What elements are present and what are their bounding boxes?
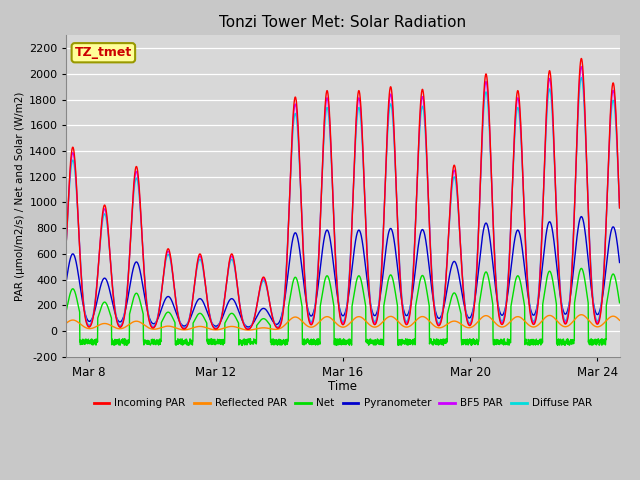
BF5 PAR [53, 325, 61, 331]
Line: Pyranometer: Pyranometer [57, 216, 629, 327]
X-axis label: Time: Time [328, 380, 358, 393]
BF5 PAR [108, 282, 116, 288]
Reflected PAR [244, 327, 252, 333]
Reflected PAR [551, 316, 559, 322]
Diffuse PAR [260, 279, 268, 285]
BF5 PAR [260, 277, 268, 283]
Diffuse PAR [53, 324, 61, 330]
Incoming PAR [577, 56, 585, 61]
BF5 PAR [244, 326, 252, 332]
Incoming PAR [143, 302, 150, 308]
Diffuse PAR [180, 325, 188, 331]
Net [577, 265, 585, 271]
Net [120, 342, 128, 348]
BF5 PAR [551, 174, 559, 180]
Reflected PAR [260, 325, 268, 331]
Net [260, 316, 268, 322]
Net [551, 293, 559, 299]
Y-axis label: PAR (μmol/m2/s) / Net and Solar (W/m2): PAR (μmol/m2/s) / Net and Solar (W/m2) [15, 91, 25, 301]
Net [180, 341, 188, 347]
Diffuse PAR [362, 209, 369, 215]
Incoming PAR [362, 209, 369, 215]
Diffuse PAR [143, 299, 150, 304]
Pyranometer [108, 299, 116, 305]
Net [108, 336, 116, 342]
Reflected PAR [180, 327, 188, 333]
Incoming PAR [108, 283, 116, 288]
Reflected PAR [625, 326, 633, 332]
Incoming PAR [180, 326, 188, 332]
Reflected PAR [143, 324, 150, 330]
Diffuse PAR [577, 75, 585, 81]
BF5 PAR [577, 64, 585, 70]
Diffuse PAR [625, 323, 633, 328]
Net [53, 336, 61, 342]
Line: Net: Net [57, 268, 629, 345]
Incoming PAR [551, 174, 559, 180]
Net [143, 341, 151, 347]
Diffuse PAR [551, 176, 559, 182]
Pyranometer [180, 323, 188, 329]
Net [625, 340, 633, 346]
Incoming PAR [53, 326, 61, 332]
Incoming PAR [260, 276, 268, 281]
Diffuse PAR [108, 281, 116, 287]
Legend: Incoming PAR, Reflected PAR, Net, Pyranometer, BF5 PAR, Diffuse PAR: Incoming PAR, Reflected PAR, Net, Pyrano… [90, 394, 596, 413]
Line: Incoming PAR: Incoming PAR [57, 59, 629, 329]
Incoming PAR [625, 324, 633, 330]
Pyranometer [143, 305, 150, 311]
Pyranometer [551, 248, 559, 254]
Incoming PAR [244, 326, 252, 332]
Net [362, 301, 369, 307]
BF5 PAR [362, 208, 369, 214]
Title: Tonzi Tower Met: Solar Radiation: Tonzi Tower Met: Solar Radiation [220, 15, 467, 30]
Text: TZ_tmet: TZ_tmet [75, 46, 132, 59]
Reflected PAR [53, 327, 61, 333]
BF5 PAR [180, 325, 188, 331]
BF5 PAR [143, 300, 150, 306]
Pyranometer [260, 306, 268, 312]
Line: BF5 PAR: BF5 PAR [57, 67, 629, 329]
BF5 PAR [625, 324, 633, 329]
Reflected PAR [577, 312, 585, 318]
Pyranometer [53, 323, 61, 328]
Line: Reflected PAR: Reflected PAR [57, 315, 629, 330]
Reflected PAR [108, 324, 116, 329]
Pyranometer [362, 262, 369, 267]
Line: Diffuse PAR: Diffuse PAR [57, 78, 629, 328]
Pyranometer [244, 324, 252, 330]
Pyranometer [577, 214, 585, 219]
Reflected PAR [362, 318, 369, 324]
Diffuse PAR [244, 325, 252, 331]
Pyranometer [625, 320, 633, 325]
